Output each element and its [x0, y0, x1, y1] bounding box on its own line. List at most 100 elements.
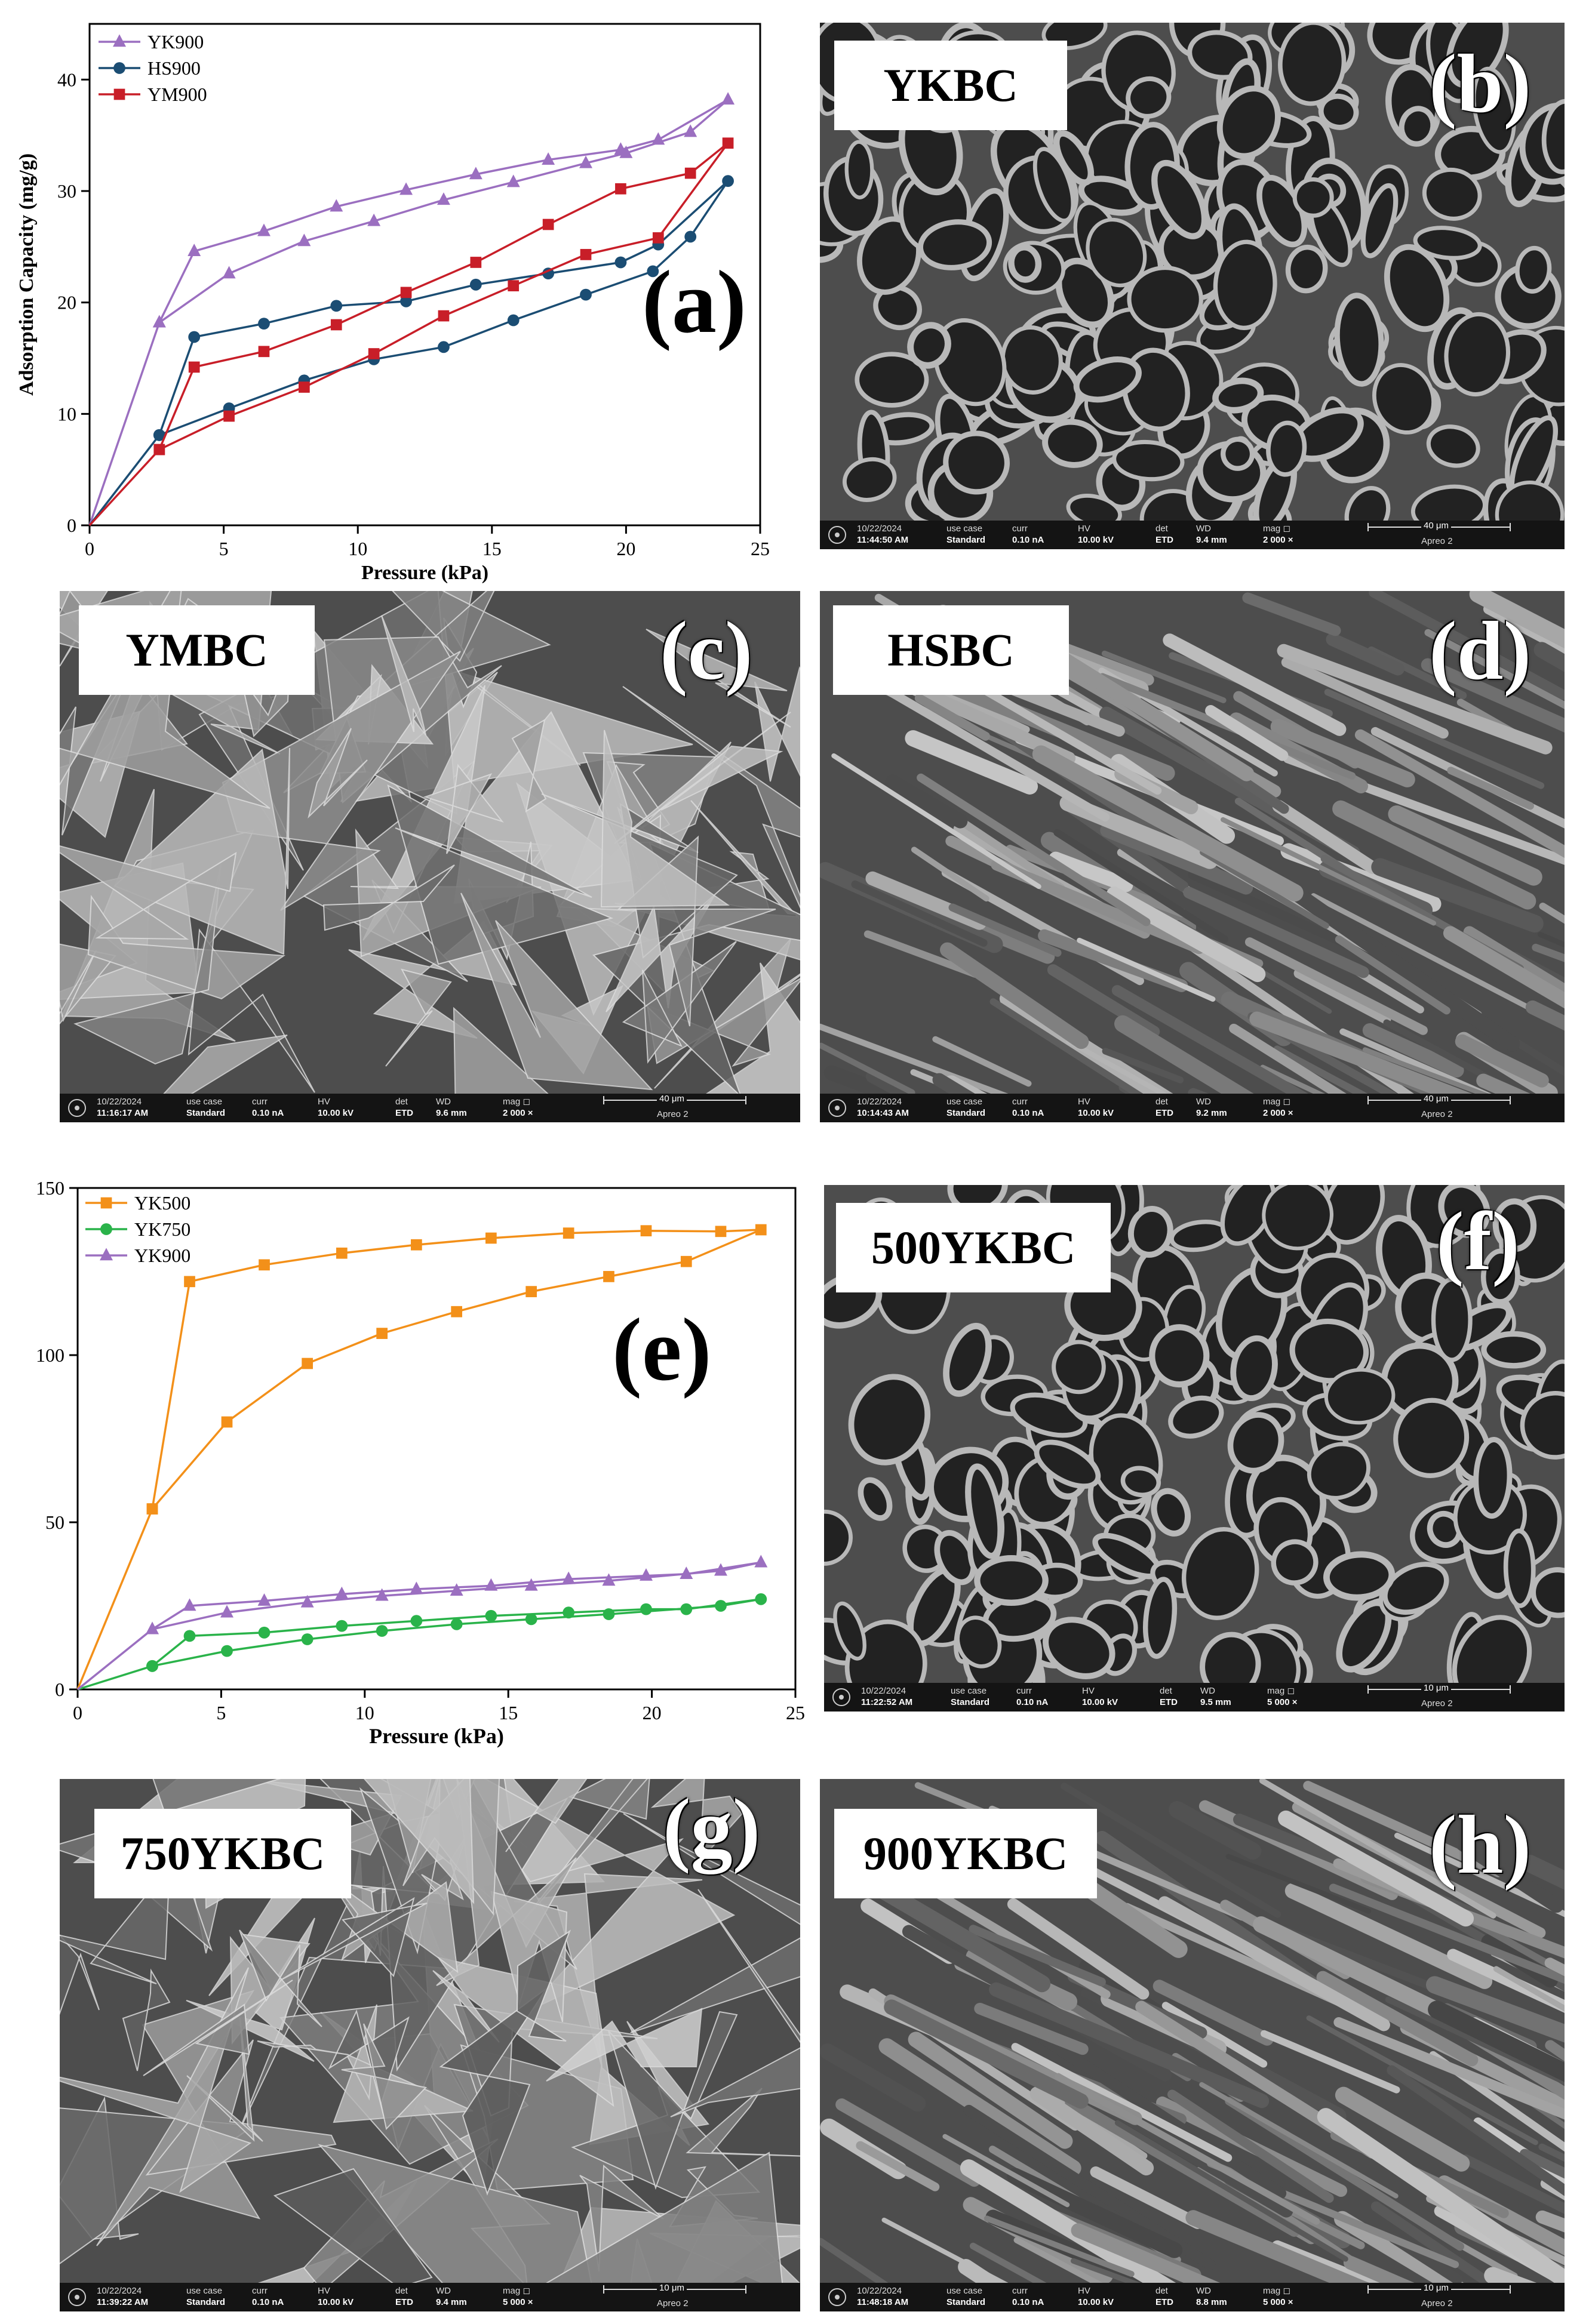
- panel-label-a: (a): [642, 253, 746, 352]
- data-point: [602, 1573, 616, 1586]
- sem-info-bar: 10/22/2024 11:22:52 AM use case Standard cur…: [824, 1683, 1565, 1712]
- scale-bar-label: 40 μm: [1421, 1094, 1451, 1104]
- sem-info-cell: 10/22/2024 11:22:52 AM: [861, 1686, 913, 1707]
- data-point: [580, 288, 592, 301]
- sem-info-cell: 10/22/2024 11:39:22 AM: [97, 2286, 149, 2307]
- data-point: [399, 182, 413, 195]
- sem-info-cell: use case Standard: [186, 2286, 226, 2307]
- data-point: [336, 1620, 348, 1632]
- panel-label-c: (c): [660, 605, 753, 697]
- data-point: [188, 361, 200, 373]
- sem-info-cell: 10/22/2024 11:44:50 AM: [857, 524, 909, 545]
- x-axis-label: Pressure (kPa): [361, 562, 488, 584]
- sem-info-cell: use case Standard: [186, 1097, 226, 1118]
- data-point: [301, 1633, 314, 1645]
- data-point: [639, 1568, 653, 1581]
- data-point: [507, 314, 520, 327]
- data-point: [525, 1286, 537, 1297]
- data-point: [563, 1606, 575, 1619]
- sem-image-f: 500YKBC (f) 10/22/2024 11:22:52 AM use cas…: [824, 1185, 1565, 1712]
- legend-entry: YK750: [85, 1218, 190, 1240]
- sem-info-cell: WD 9.2 mm: [1196, 1097, 1227, 1118]
- data-point: [100, 1197, 112, 1209]
- data-point: [368, 348, 380, 359]
- data-point: [152, 315, 166, 328]
- legend-entry: YK500: [85, 1192, 190, 1214]
- sem-info-bar: 10/22/2024 10:14:43 AM use case Standard cur…: [820, 1094, 1565, 1122]
- scale-bar-label: 10 μm: [1421, 1683, 1451, 1693]
- sem-info-cell: det ETD: [1155, 2286, 1173, 2307]
- data-point: [542, 218, 554, 230]
- data-point: [330, 319, 342, 331]
- data-point: [524, 1578, 538, 1591]
- data-point: [470, 257, 482, 268]
- data-point: [579, 155, 593, 168]
- data-point: [410, 1615, 423, 1627]
- data-point: [721, 92, 735, 105]
- sem-info-cell: 10/22/2024 11:48:18 AM: [857, 2286, 909, 2307]
- x-tick-label: 20: [616, 538, 635, 559]
- data-point: [330, 300, 343, 312]
- legend-entry: YM900: [99, 84, 207, 105]
- data-point: [722, 175, 734, 187]
- sem-info-cell: curr 0.10 nA: [252, 2286, 284, 2307]
- sem-info-cell: WD 8.8 mm: [1196, 2286, 1227, 2307]
- data-point: [715, 1226, 727, 1238]
- series-line: [88, 98, 729, 526]
- atom-icon: [68, 2288, 86, 2306]
- data-point: [222, 266, 236, 279]
- x-tick-label: 0: [85, 538, 94, 559]
- data-point: [300, 1595, 314, 1608]
- data-point: [183, 1598, 196, 1611]
- sem-info-cell: HV 10.00 kV: [1078, 1097, 1114, 1118]
- series-yk750: [77, 1593, 767, 1691]
- data-point: [615, 183, 626, 195]
- data-point: [640, 1225, 652, 1237]
- data-point: [614, 256, 627, 269]
- scale-bar-label: 40 μm: [1421, 521, 1451, 531]
- series-line: [88, 142, 729, 527]
- sem-info-cell: HV 10.00 kV: [318, 2286, 354, 2307]
- data-point: [221, 1645, 233, 1657]
- data-point: [100, 1223, 112, 1235]
- data-point: [714, 1563, 727, 1576]
- x-tick-label: 10: [348, 538, 367, 559]
- sem-info-cell: curr 0.10 nA: [1012, 2286, 1044, 2307]
- plot-frame: [76, 1187, 797, 1691]
- sem-texture: [824, 1185, 1565, 1683]
- data-point: [684, 124, 697, 137]
- sem-info-cell: use case Standard: [946, 1097, 986, 1118]
- microscope-model: Apreo 2: [657, 1109, 689, 1119]
- legend-entry: HS900: [99, 57, 201, 79]
- x-tick-label: 20: [643, 1702, 662, 1723]
- data-point: [680, 1603, 693, 1615]
- data-point: [153, 444, 165, 455]
- atom-icon: [828, 2288, 846, 2306]
- data-point: [651, 132, 665, 145]
- data-point: [335, 1586, 349, 1599]
- data-point: [603, 1271, 614, 1282]
- sem-info-cell: 10/22/2024 11:16:17 AM: [97, 1097, 149, 1118]
- sem-info-cell: HV 10.00 kV: [318, 1097, 354, 1118]
- data-point: [257, 1593, 271, 1606]
- sem-image-g: 750YKBC (g) 10/22/2024 11:39:22 AM use cas…: [60, 1779, 800, 2311]
- data-point: [562, 1571, 576, 1584]
- sem-info-cell: mag ◻ 2 000 ×: [1263, 1097, 1293, 1118]
- chart-e-svg: 0 5 10 15 20 25 0 50 100 150 Pressure (kPa) YK500 YK…: [36, 1177, 805, 1748]
- atom-icon: [828, 526, 846, 544]
- data-point: [508, 280, 520, 292]
- y-tick-label: 150: [36, 1177, 64, 1199]
- data-point: [221, 1416, 233, 1428]
- data-point: [410, 1581, 423, 1595]
- series-hs900: [88, 175, 734, 527]
- sem-info-cell: curr 0.10 nA: [1016, 1686, 1049, 1707]
- data-point: [542, 152, 555, 165]
- data-point: [153, 429, 165, 441]
- y-tick-label: 100: [36, 1344, 64, 1366]
- legend-label: HS900: [147, 57, 201, 79]
- data-point: [684, 230, 697, 243]
- y-tick-label: 20: [57, 292, 76, 313]
- x-tick-label: 0: [73, 1702, 82, 1723]
- data-point: [410, 1239, 422, 1251]
- data-point: [258, 318, 270, 330]
